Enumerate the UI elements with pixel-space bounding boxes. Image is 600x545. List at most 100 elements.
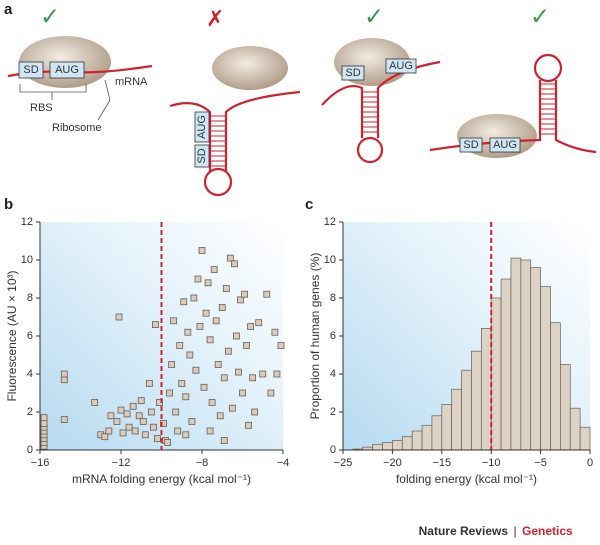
point (170, 317, 178, 325)
bar (510, 257, 522, 451)
point (210, 266, 218, 273)
point (243, 342, 250, 349)
point (224, 347, 232, 355)
bar (401, 436, 413, 451)
diagram-2: SD AUG (169, 46, 301, 197)
y-tick-label: 6 (27, 330, 33, 342)
point (241, 290, 248, 298)
point (230, 260, 238, 268)
point (105, 427, 113, 435)
point (129, 402, 137, 410)
point (277, 342, 285, 349)
point (147, 408, 155, 416)
bar (441, 404, 453, 451)
bar (382, 442, 393, 451)
panel-label: c (305, 196, 313, 213)
y-tick-label: 8 (330, 292, 336, 304)
point (237, 296, 244, 304)
x-tick-label: −10 (482, 457, 501, 469)
y-tick-label: 12 (324, 216, 336, 228)
point (145, 380, 153, 387)
bar (372, 443, 383, 451)
point (186, 351, 194, 359)
point (196, 323, 204, 330)
y-tick-label: 10 (324, 254, 336, 266)
x-tick-label: −12 (112, 457, 131, 469)
sd-label: SD (23, 64, 38, 76)
point (131, 427, 139, 435)
point (180, 298, 188, 306)
bar (480, 328, 492, 451)
mrna-label: mRNA (115, 76, 148, 88)
point (168, 361, 176, 368)
point (192, 366, 200, 374)
point (137, 397, 145, 405)
point (40, 419, 48, 427)
point (182, 393, 190, 401)
x-tick-label: 0 (587, 457, 593, 469)
bar (569, 407, 581, 451)
point (233, 332, 240, 340)
footer-journal: Nature Reviews (419, 524, 509, 538)
point (259, 370, 267, 378)
panel-label: a (4, 1, 13, 18)
point (178, 380, 186, 387)
point (107, 412, 115, 420)
point (222, 285, 230, 292)
y-tick-label: 8 (27, 292, 33, 304)
point (182, 431, 190, 439)
point (249, 374, 257, 382)
y-tick-label: 2 (27, 406, 33, 418)
point (101, 433, 109, 441)
bar (421, 424, 433, 451)
point (115, 313, 123, 321)
x-axis-label: mRNA folding energy (kcal mol⁻¹) (72, 472, 251, 486)
point (190, 294, 198, 302)
x-tick-label: −4 (277, 457, 290, 469)
point (208, 399, 216, 406)
y-tick-label: 2 (330, 406, 336, 418)
point (251, 408, 259, 416)
bar (490, 297, 502, 451)
x-tick-label: −15 (432, 457, 451, 469)
y-tick-label: 0 (330, 444, 336, 456)
x-tick-label: −8 (196, 457, 209, 469)
point (135, 412, 143, 420)
bar (451, 388, 462, 451)
y-tick-label: 4 (330, 368, 336, 380)
point (247, 323, 255, 330)
point (141, 431, 149, 439)
point (125, 423, 133, 431)
x-axis-label: folding energy (kcal mol⁻¹) (396, 472, 537, 486)
point (164, 438, 171, 446)
point (214, 361, 222, 368)
point (245, 421, 252, 429)
point (119, 429, 127, 437)
point (174, 427, 182, 435)
bar (560, 364, 571, 451)
point (273, 370, 281, 378)
y-tick-label: 6 (330, 330, 336, 342)
bar (540, 286, 551, 451)
sd-label: SD (196, 148, 208, 163)
y-tick-label: 10 (21, 254, 33, 266)
footer-separator: | (513, 524, 516, 538)
y-tick-label: 12 (21, 216, 33, 228)
point (113, 418, 121, 425)
diagram-3: SD AUG (321, 38, 441, 164)
sd-label: SD (345, 67, 360, 79)
point (200, 383, 208, 391)
point (220, 437, 228, 444)
point (172, 408, 180, 416)
point (154, 435, 161, 443)
point (123, 410, 131, 418)
point (216, 412, 224, 420)
point (152, 321, 159, 329)
point (226, 254, 234, 262)
aug-label: AUG (389, 60, 413, 72)
point (255, 319, 263, 327)
check: ✓ (40, 3, 60, 30)
point (218, 304, 226, 311)
check: ✓ (530, 3, 550, 30)
x-tick-label: −20 (383, 457, 402, 469)
